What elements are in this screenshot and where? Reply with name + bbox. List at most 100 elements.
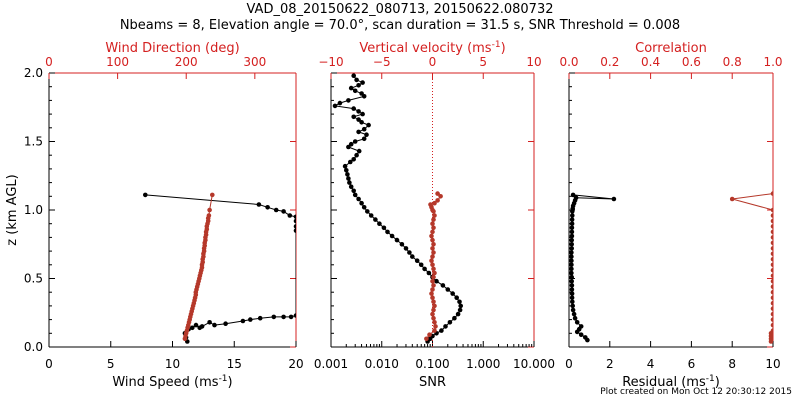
panel-2-series-1-point xyxy=(332,103,338,109)
panel-2-series-2-point xyxy=(430,278,435,284)
panel-2-series-1-point xyxy=(434,278,439,284)
x-bottom-tick-label: 8 xyxy=(728,357,736,371)
panel-3-series-2-point xyxy=(770,306,773,311)
panel-3-series-1-point xyxy=(569,246,574,251)
panel-3-series-1-point xyxy=(570,192,576,198)
panel-3-series-1-point xyxy=(569,291,575,296)
panel-2-series-1-point xyxy=(347,180,352,185)
panel-2-series-1-point xyxy=(344,168,349,173)
panel-2-series-2-point xyxy=(430,246,435,251)
panel-3-series-2-point xyxy=(770,218,773,224)
panel-1-series-1-point xyxy=(212,322,217,328)
panel-2-series-1-point xyxy=(351,157,357,162)
panel-2-series-1-point xyxy=(351,114,357,120)
figure-title: VAD_08_20150622_080713, 20150622.080732 xyxy=(246,2,554,17)
panel-2-series-2-point xyxy=(431,274,436,280)
panel-3-series-2-point xyxy=(770,240,773,246)
x-bottom-tick-label: 10 xyxy=(765,357,780,371)
panel-3-series-2-point xyxy=(770,229,773,235)
panel-2-series-2-point xyxy=(432,320,437,325)
x-bottom-tick-label: 10.000 xyxy=(513,357,555,371)
panel-3-series-1-point xyxy=(569,217,575,222)
panel-3-series-2-point xyxy=(729,196,735,202)
panel-3-series-2-point xyxy=(770,257,773,262)
panel-3-series-1-point xyxy=(569,254,574,259)
panel-2-series-2-point xyxy=(433,324,438,329)
panel-1-series-1-point xyxy=(190,325,195,331)
panel-2-series-1-point xyxy=(352,192,358,198)
x-bottom-tick-label: 0.100 xyxy=(415,357,449,371)
panel-3-series-2-point xyxy=(770,300,773,306)
panel-2-series-1-point xyxy=(457,299,462,305)
panel-1-series-1-point xyxy=(193,322,199,328)
panel-2-series-1-point xyxy=(373,217,378,222)
panel-3-series-1-point xyxy=(569,287,575,292)
panel-1-series-1-point xyxy=(256,202,262,207)
panel-2-series-2-point xyxy=(431,307,436,313)
y-tick-label: 1.5 xyxy=(24,135,43,149)
panel-2-series-2-point xyxy=(430,295,435,301)
panel-3-series-1-point xyxy=(583,335,588,340)
x-top-tick-label: 5 xyxy=(479,55,487,69)
panel-2-series-2-point xyxy=(438,194,443,199)
panel-2-series-2-point xyxy=(431,266,436,272)
panel-2-series-2-point xyxy=(432,270,437,276)
panel-2-series-1-point xyxy=(399,242,405,247)
x-top-tick-label: 0 xyxy=(429,55,437,69)
panel-2-series-1-point xyxy=(346,176,351,181)
panel-3-series-1-point xyxy=(569,233,575,239)
x-top-axis-label: Vertical velocity (ms-1) xyxy=(359,40,505,56)
panel-2-series-2-point xyxy=(432,303,437,309)
y-tick-label: 1.0 xyxy=(24,203,43,217)
x-top-tick-label: 200 xyxy=(175,55,198,69)
y-axis-label: z (km AGL) xyxy=(5,174,20,245)
panel-3-series-2-point xyxy=(770,273,773,279)
panel-2-series-1-point xyxy=(407,250,412,255)
panel-3-series-2-point xyxy=(770,262,773,268)
x-top-tick-label: 0.0 xyxy=(559,55,578,69)
panel-3-series-1-point xyxy=(574,320,580,325)
panel-3-series-2-point xyxy=(770,328,773,333)
panel-2-series-1-point xyxy=(414,258,420,264)
x-bottom-tick-label: 0 xyxy=(565,357,573,371)
x-top-tick-label: 10 xyxy=(526,55,541,69)
x-top-tick-label: 0.8 xyxy=(723,55,742,69)
panel-1-series-1-point xyxy=(223,321,228,327)
panel-2-series-2-point xyxy=(430,254,435,259)
x-bottom-tick-label: 0.001 xyxy=(314,357,348,371)
panel-3-series-2-point xyxy=(770,295,773,300)
panel-2-series-1-point xyxy=(351,188,357,194)
panel-2-series-1-point xyxy=(377,221,382,226)
panel-3-series-2-point xyxy=(770,235,773,240)
panel-1-series-1-point xyxy=(293,228,296,233)
plot-created-footer: Plot created on Mon Oct 12 20:30:12 2015 xyxy=(600,387,792,397)
panel-3-series-1-point xyxy=(569,283,575,288)
panel-3-series-2-point xyxy=(770,251,773,257)
panel-1-series-1-point xyxy=(281,209,286,214)
panel-3-series-1-point xyxy=(569,295,575,301)
panel-3-series-1-line xyxy=(570,194,614,341)
x-bottom-tick-label: 5 xyxy=(107,357,115,371)
panel-2-series-1-point xyxy=(366,122,371,128)
panel-2-series-1-point xyxy=(351,73,357,78)
panel-1-series-1-point xyxy=(293,218,296,224)
panel-2-series-2-point xyxy=(427,332,432,338)
y-tick-label: 0.5 xyxy=(24,272,43,286)
panel-2-series-2-point xyxy=(430,229,435,235)
panel-2-series-2-point xyxy=(429,233,434,239)
panel-2-series-2-point xyxy=(430,287,435,292)
panel-2-series-1-point xyxy=(447,320,453,325)
panel-1-series-1-point xyxy=(287,213,293,218)
panel-2-series-1-point xyxy=(360,111,365,117)
panel-2-series-2-point xyxy=(430,221,435,226)
panel-2-series-2-point xyxy=(424,336,429,342)
panel-3-series-2-point xyxy=(770,278,773,284)
panel-1-series-1-point xyxy=(199,324,205,329)
x-bottom-axis-label: SNR xyxy=(419,375,446,390)
x-top-axis-label: Wind Direction (deg) xyxy=(105,41,239,56)
x-top-tick-label: 0.4 xyxy=(641,55,660,69)
panel-3-series-2-point xyxy=(770,224,773,229)
panel-2-series-1-point xyxy=(452,315,457,321)
panel-3-series-1-point xyxy=(570,307,576,313)
